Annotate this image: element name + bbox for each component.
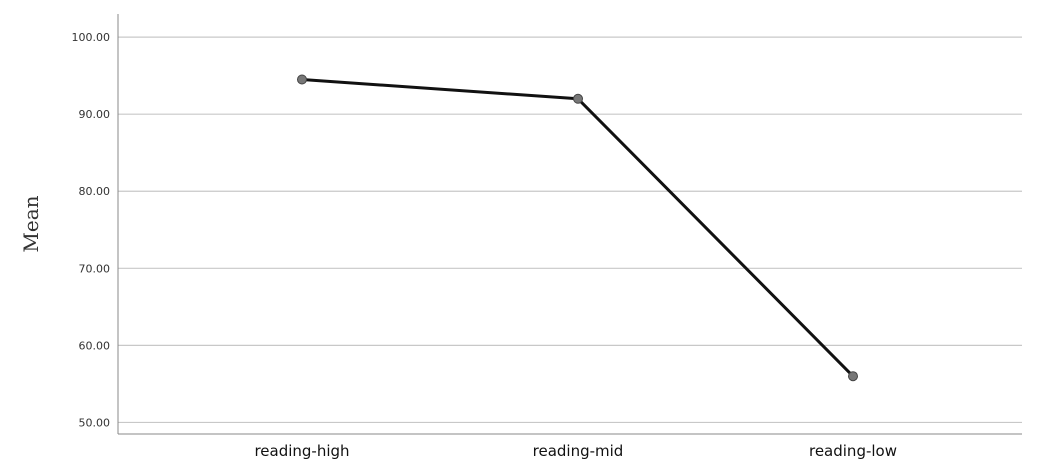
y-axis-title: Mean [19,195,43,252]
series-line [300,78,855,378]
y-tick-label: 70.00 [79,262,111,275]
y-tick-label: 50.00 [79,416,111,429]
data-point [848,371,858,382]
y-tick-labels: 50.00 60.00 70.00 80.00 90.00 100.00 [72,31,111,429]
grid-lines [118,36,1022,424]
y-tick-label: 60.00 [79,339,111,352]
x-tick-label: reading-low [809,442,897,459]
x-tick-label: reading-mid [533,442,624,459]
x-tick-label: reading-high [254,442,349,459]
y-tick-label: 90.00 [79,108,111,121]
y-tick-label: 80.00 [79,185,111,198]
x-tick-labels: reading-high reading-mid reading-low [254,442,897,459]
data-point [573,93,583,104]
series-group [297,74,858,382]
data-point [297,74,307,85]
y-tick-label: 100.00 [72,31,111,44]
